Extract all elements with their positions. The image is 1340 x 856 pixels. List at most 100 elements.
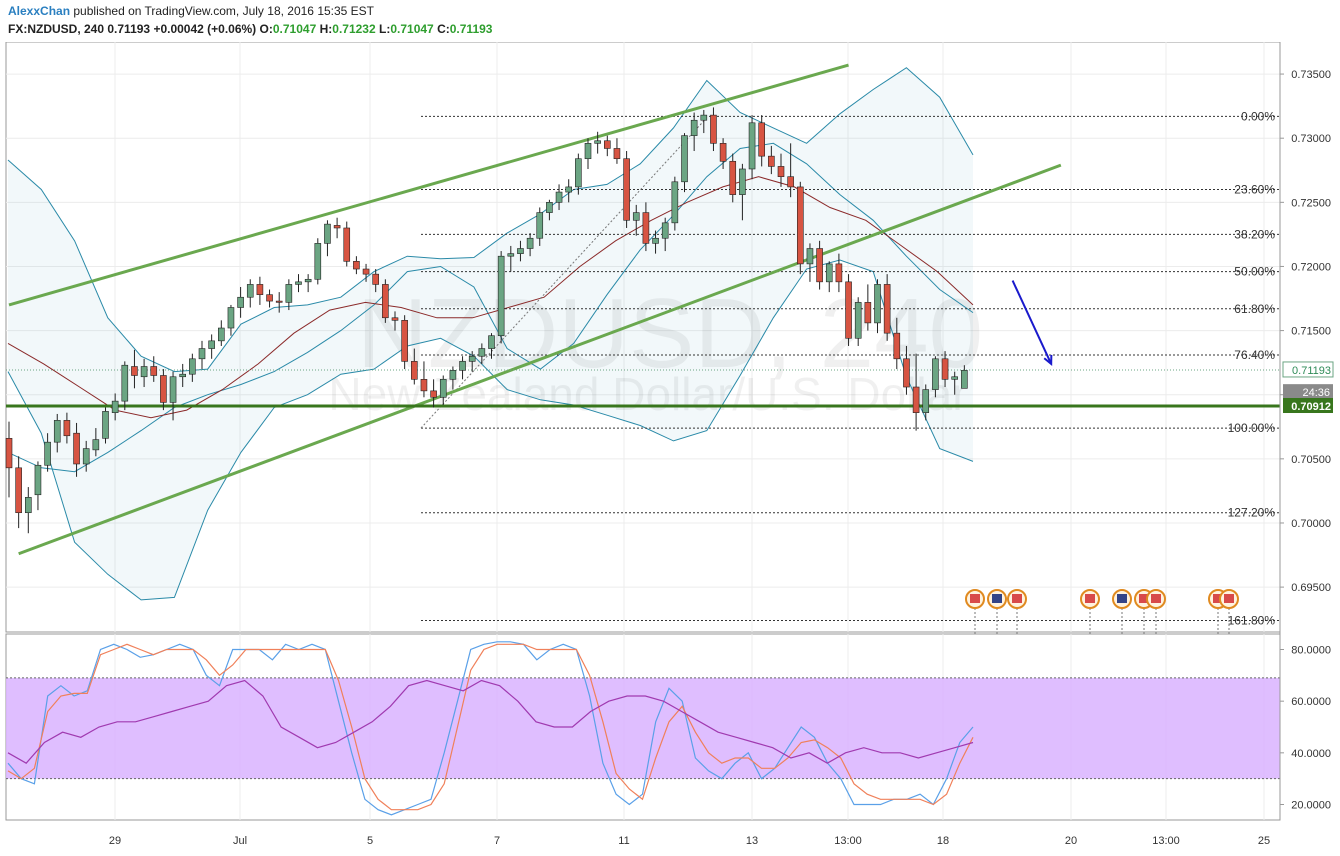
candle-body[interactable] xyxy=(526,237,534,249)
candle-body[interactable] xyxy=(806,248,814,265)
candle-body[interactable] xyxy=(864,302,872,324)
candle-body[interactable] xyxy=(575,158,582,188)
symbol-label[interactable]: FX:NZDUSD, 240 xyxy=(8,22,105,36)
candle-body[interactable] xyxy=(53,420,61,443)
candle-body[interactable] xyxy=(198,348,206,360)
candle-body[interactable] xyxy=(536,212,544,239)
candle-body[interactable] xyxy=(565,186,573,193)
candle-body[interactable] xyxy=(652,237,659,244)
candle-body[interactable] xyxy=(285,284,293,303)
candle-body[interactable] xyxy=(439,379,447,398)
candle-body[interactable] xyxy=(353,261,360,270)
candle-body[interactable] xyxy=(324,223,331,244)
candle-body[interactable] xyxy=(266,294,273,302)
candle-body[interactable] xyxy=(362,268,370,275)
candle-body[interactable] xyxy=(903,358,910,388)
candle-body[interactable] xyxy=(44,441,51,466)
candle-body[interactable] xyxy=(941,358,949,380)
candle-body[interactable] xyxy=(758,122,766,157)
candle-body[interactable] xyxy=(82,448,90,465)
candle-body[interactable] xyxy=(401,320,408,362)
candle-body[interactable] xyxy=(912,386,920,413)
candle-body[interactable] xyxy=(497,255,505,337)
candle-body[interactable] xyxy=(507,253,515,257)
candle-body[interactable] xyxy=(787,176,794,188)
candle-body[interactable] xyxy=(150,366,158,376)
candle-body[interactable] xyxy=(208,340,215,349)
candle-body[interactable] xyxy=(121,364,129,402)
candle-body[interactable] xyxy=(304,278,312,283)
candle-body[interactable] xyxy=(275,300,283,303)
candle-body[interactable] xyxy=(623,158,630,221)
candle-body[interactable] xyxy=(613,148,621,160)
candle-body[interactable] xyxy=(719,143,727,162)
candle-body[interactable] xyxy=(768,155,775,167)
candle-body[interactable] xyxy=(603,140,611,149)
candle-body[interactable] xyxy=(739,168,746,195)
candle-body[interactable] xyxy=(449,370,457,380)
candle-body[interactable] xyxy=(218,327,225,342)
candle-body[interactable] xyxy=(671,181,679,224)
candle-body[interactable] xyxy=(111,400,119,413)
candle-body[interactable] xyxy=(816,248,823,283)
candle-body[interactable] xyxy=(893,332,901,360)
candle-body[interactable] xyxy=(854,302,862,339)
candle-body[interactable] xyxy=(15,467,22,514)
candle-body[interactable] xyxy=(488,335,495,349)
candle-body[interactable] xyxy=(922,389,930,413)
candle-body[interactable] xyxy=(382,284,389,319)
candle-body[interactable] xyxy=(92,439,100,451)
candle-body[interactable] xyxy=(729,160,737,195)
candle-body[interactable] xyxy=(632,212,640,221)
candle-body[interactable] xyxy=(517,248,524,254)
candle-body[interactable] xyxy=(391,317,399,321)
candle-body[interactable] xyxy=(459,361,466,371)
candle-body[interactable] xyxy=(420,379,428,392)
candle-body[interactable] xyxy=(777,166,785,177)
candle-body[interactable] xyxy=(700,114,708,121)
candle-body[interactable] xyxy=(951,376,959,380)
candle-body[interactable] xyxy=(681,135,688,183)
candle-body[interactable] xyxy=(140,366,148,378)
candle-body[interactable] xyxy=(546,202,553,213)
candle-body[interactable] xyxy=(333,225,341,229)
candle-body[interactable] xyxy=(796,186,804,265)
candle-body[interactable] xyxy=(189,358,196,375)
candle-body[interactable] xyxy=(256,284,264,295)
candle-body[interactable] xyxy=(372,273,380,285)
candle-body[interactable] xyxy=(343,227,351,262)
candle-body[interactable] xyxy=(237,296,244,308)
candle-body[interactable] xyxy=(102,411,109,439)
candle-body[interactable] xyxy=(430,390,437,398)
candle-body[interactable] xyxy=(63,420,71,437)
candle-body[interactable] xyxy=(73,432,80,465)
candle-body[interactable] xyxy=(825,263,833,283)
candle-body[interactable] xyxy=(748,122,756,170)
candle-body[interactable] xyxy=(584,143,592,160)
candle-body[interactable] xyxy=(295,281,302,285)
candle-body[interactable] xyxy=(661,222,669,239)
candle-body[interactable] xyxy=(932,358,939,390)
candle-body[interactable] xyxy=(246,284,254,298)
candle-body[interactable] xyxy=(227,307,235,329)
candle-body[interactable] xyxy=(478,348,486,357)
candle-body[interactable] xyxy=(961,370,968,389)
candle-body[interactable] xyxy=(874,284,881,324)
candle-body[interactable] xyxy=(5,438,13,469)
candle-body[interactable] xyxy=(468,355,476,362)
candle-body[interactable] xyxy=(160,375,167,403)
candle-body[interactable] xyxy=(410,361,418,380)
candle-body[interactable] xyxy=(690,119,698,136)
candle-body[interactable] xyxy=(314,243,322,280)
candle-body[interactable] xyxy=(710,114,717,144)
candle-body[interactable] xyxy=(179,373,186,378)
candle-body[interactable] xyxy=(131,366,138,376)
candle-body[interactable] xyxy=(883,284,891,334)
candle-body[interactable] xyxy=(594,140,601,144)
candle-body[interactable] xyxy=(24,497,32,514)
candle-body[interactable] xyxy=(642,212,650,244)
candle-body[interactable] xyxy=(835,263,843,283)
candle-body[interactable] xyxy=(169,376,177,403)
candle-body[interactable] xyxy=(555,191,563,203)
